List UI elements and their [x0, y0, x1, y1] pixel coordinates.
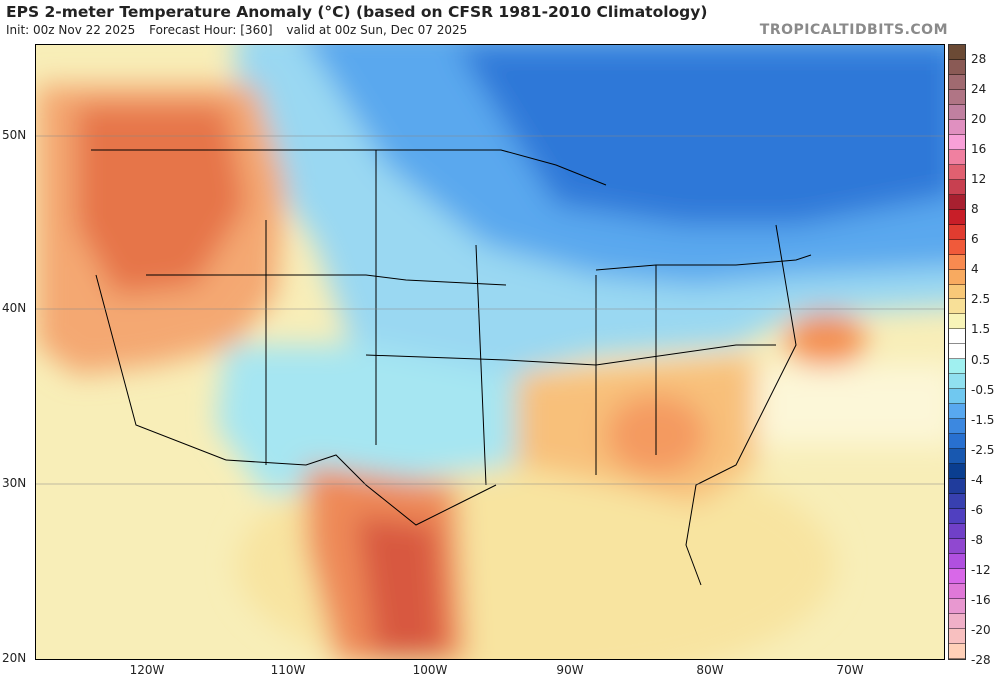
colorbar-bin [949, 74, 965, 90]
colorbar-bin [949, 119, 965, 135]
colorbar-label: -20 [971, 622, 991, 637]
colorbar-bin [949, 89, 965, 105]
colorbar-bin [949, 494, 965, 510]
map-title: EPS 2-meter Temperature Anomaly (°C) (ba… [6, 3, 708, 21]
colorbar [948, 44, 966, 660]
colorbar-label: 12 [971, 172, 987, 187]
colorbar-label: -4 [971, 472, 983, 487]
colorbar-label: 6 [971, 232, 979, 247]
colorbar-bin [949, 224, 965, 240]
colorbar-bin [949, 209, 965, 225]
neutral-atlantic [756, 365, 944, 445]
colorbar-bin [949, 449, 965, 465]
colorbar-label: -12 [971, 562, 991, 577]
colorbar-label: -16 [971, 592, 991, 607]
colorbar-bin [949, 434, 965, 450]
colorbar-label: 16 [971, 142, 987, 157]
lat-label-30n: 30N [2, 476, 27, 490]
lat-label-40n: 40N [2, 301, 27, 315]
colorbar-bin [949, 104, 965, 120]
colorbar-bin [949, 404, 965, 420]
valid-time: valid at 00z Sun, Dec 07 2025 [286, 23, 468, 37]
colorbar-bin [949, 628, 965, 644]
colorbar-label: 24 [971, 82, 987, 97]
colorbar-bin [949, 194, 965, 210]
warm-west-core [76, 105, 246, 295]
colorbar-bin [949, 568, 965, 584]
colorbar-bin [949, 359, 965, 375]
colorbar-label: -1.5 [971, 412, 995, 427]
colorbar-bin [949, 344, 965, 360]
colorbar-bin [949, 374, 965, 390]
colorbar-bin [949, 284, 965, 300]
colorbar-bin [949, 149, 965, 165]
colorbar-bin [949, 553, 965, 569]
colorbar-label: -0.5 [971, 382, 995, 397]
lat-label-20n: 20N [2, 651, 27, 665]
colorbar-bin [949, 643, 965, 659]
colorbar-bin [949, 479, 965, 495]
colorbar-bin [949, 269, 965, 285]
lat-label-50n: 50N [2, 128, 27, 142]
forecast-hour: Forecast Hour: [360] [149, 23, 273, 37]
colorbar-label: 20 [971, 112, 987, 127]
colorbar-bin [949, 164, 965, 180]
warm-mexico-core [356, 515, 446, 659]
colorbar-bin [949, 45, 965, 60]
anomaly-map [35, 44, 945, 660]
brand-logo-text: TROPICALTIDBITS.COM [759, 22, 948, 38]
lon-label-120w: 120W [129, 663, 165, 677]
lon-label-70w: 70W [836, 663, 864, 677]
lon-label-110w: 110W [270, 663, 306, 677]
colorbar-label: -6 [971, 502, 983, 517]
colorbar-bin [949, 524, 965, 539]
colorbar-label: -8 [971, 532, 983, 547]
colorbar-bin [949, 419, 965, 435]
colorbar-bin [949, 299, 965, 315]
colorbar-bin [949, 464, 965, 480]
colorbar-bin [949, 329, 965, 345]
colorbar-label: -28 [971, 653, 991, 667]
lon-label-80w: 80W [696, 663, 724, 677]
cold-southwest [216, 345, 516, 495]
colorbar-bin [949, 254, 965, 270]
colorbar-bin [949, 583, 965, 599]
colorbar-bin [949, 598, 965, 614]
colorbar-label: -2.5 [971, 442, 995, 457]
colorbar-bin [949, 538, 965, 554]
colorbar-bin [949, 239, 965, 255]
map-field [36, 45, 944, 659]
colorbar-label: 28 [971, 52, 987, 67]
colorbar-label: 1.5 [971, 322, 991, 337]
colorbar-label: 8 [971, 202, 979, 217]
colorbar-bin [949, 134, 965, 150]
colorbar-bin [949, 613, 965, 629]
lat-lon-grid [36, 135, 944, 485]
colorbar-label: 4 [971, 262, 979, 277]
colorbar-label: 0.5 [971, 352, 991, 367]
subtitle: Init: 00z Nov 22 2025 Forecast Hour: [36… [6, 23, 477, 37]
colorbar-bin [949, 389, 965, 405]
init-time: Init: 00z Nov 22 2025 [6, 23, 136, 37]
colorbar-bin [949, 179, 965, 195]
state-borders [91, 149, 812, 586]
colorbar-bin [949, 509, 965, 524]
colorbar-bin [949, 59, 965, 75]
lon-label-100w: 100W [412, 663, 448, 677]
warm-atlantic [786, 312, 866, 368]
colorbar-bin [949, 314, 965, 330]
lon-label-90w: 90W [556, 663, 584, 677]
coldest-north [456, 45, 944, 225]
colorbar-label: 2.5 [971, 292, 991, 307]
